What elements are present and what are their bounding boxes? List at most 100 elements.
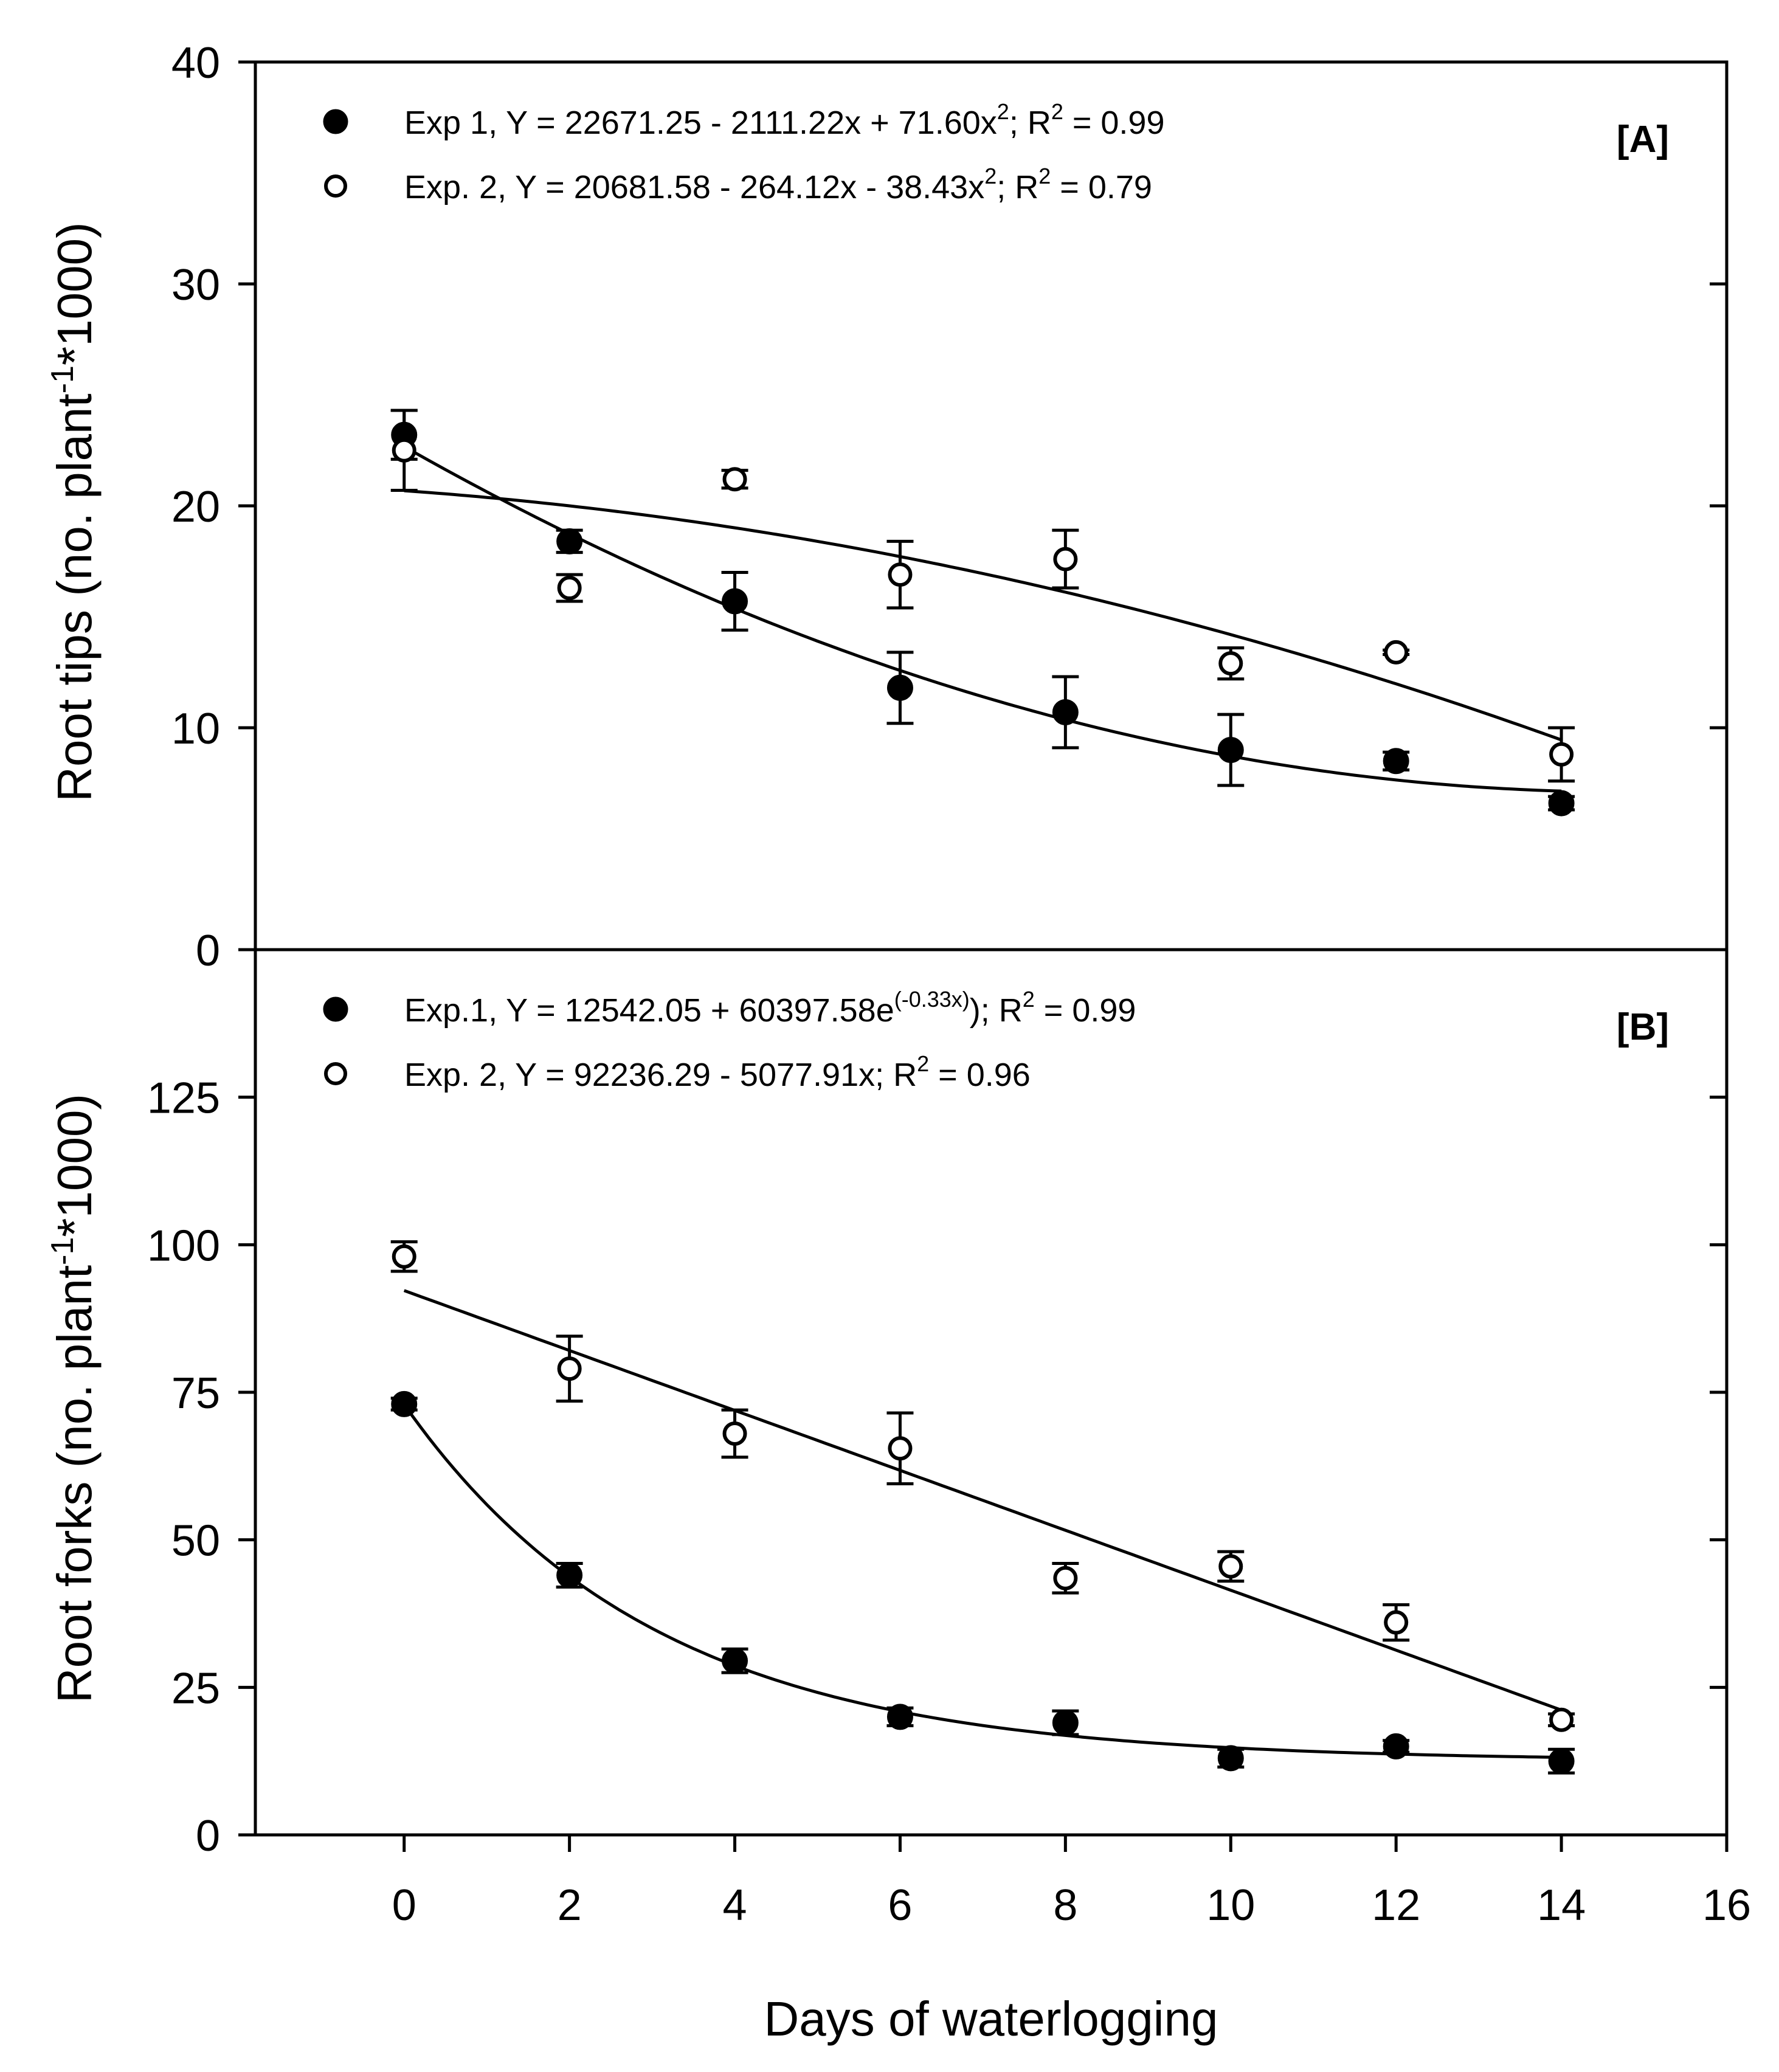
legends: [A] Exp 1, Y = 22671.25 - 2111.22x + 71.6…	[323, 99, 1669, 1093]
y-tick-label: 50	[171, 1517, 220, 1566]
legend-text-prefix: Exp. 2, Y = 92236.29 - 5077.91x	[404, 1057, 875, 1093]
legend-text-suffix: = 0.99	[1063, 105, 1165, 141]
x-tick-label: 4	[723, 1881, 747, 1930]
data-point-open	[557, 576, 582, 601]
x-axis-title: Days of waterlogging	[764, 1992, 1218, 2046]
data-point-filled	[1548, 1748, 1575, 1775]
y-tick-label: 30	[171, 261, 220, 309]
x-tick-label: 16	[1702, 1881, 1751, 1930]
data-point-open	[557, 1356, 582, 1381]
y-axis-title-end: *1000)	[47, 1094, 102, 1237]
data-point-open	[888, 562, 913, 587]
data-point-filled	[1052, 1710, 1079, 1736]
data-point-filled	[556, 528, 583, 554]
y-tick-label: 100	[147, 1221, 220, 1270]
data-point-open	[1053, 547, 1078, 572]
legend-text-sup: 2	[1038, 164, 1051, 188]
legend-text-suffix: = 0.96	[929, 1057, 1031, 1093]
data-point-filled	[1383, 1733, 1409, 1759]
data-point-open	[1053, 1566, 1078, 1590]
x-tick-label: 6	[888, 1881, 912, 1930]
data-point-open	[392, 1244, 416, 1269]
fit-curve	[404, 489, 1562, 742]
data-point-filled	[722, 588, 748, 615]
legend-text: Exp. 2, Y = 20681.58 - 264.12x - 38.43x2…	[404, 164, 1152, 205]
legend-text-sup: 2	[1051, 99, 1063, 124]
legend-text-sup: 2	[997, 99, 1009, 124]
legend-text: Exp. 2, Y = 92236.29 - 5077.91x; R2 = 0.…	[404, 1051, 1031, 1093]
legend-marker	[323, 996, 348, 1022]
data-points	[391, 421, 1575, 1775]
legend-text: Exp 1, Y = 22671.25 - 2111.22x + 71.60x2…	[404, 99, 1165, 141]
y-axis-title-main: Root tips (no. plant	[47, 393, 102, 801]
x-tick-label: 8	[1053, 1881, 1077, 1930]
data-point-filled	[886, 1704, 913, 1730]
legend-text-suffix: = 0.99	[1035, 992, 1136, 1029]
data-point-open	[1218, 651, 1243, 676]
x-tick-label: 12	[1372, 1881, 1420, 1930]
legend-text-suffix: = 0.79	[1051, 169, 1152, 205]
data-point-filled	[1217, 737, 1244, 763]
y-axis-title-sup: -1	[45, 1237, 80, 1265]
y-tick-label: 10	[171, 705, 220, 753]
y-axis-title: Root forks (no. plant-1*1000)	[45, 1094, 102, 1703]
data-point-open	[722, 1421, 747, 1446]
legend-marker	[324, 1062, 347, 1085]
legend-text-prefix: Exp 1, Y = 22671.25 - 2111.22x + 71.60x	[404, 105, 997, 141]
y-tick-label: 25	[171, 1664, 220, 1713]
legend-text-mid: ); R	[970, 992, 1023, 1029]
data-point-open	[888, 1436, 913, 1461]
data-point-filled	[1548, 790, 1575, 817]
y-axis-title: Root tips (no. plant-1*1000)	[45, 222, 102, 801]
fit-curves	[402, 445, 1562, 1759]
legend-text-sup: 2	[1023, 987, 1035, 1012]
y-axis-title-end: *1000)	[47, 222, 102, 365]
plot-frames	[254, 60, 1729, 1837]
legend-text-sup: (-0.33x)	[894, 987, 970, 1012]
x-tick-label: 14	[1537, 1881, 1586, 1930]
data-point-filled	[556, 1562, 583, 1589]
y-tick-label: 40	[171, 39, 220, 88]
data-point-filled	[886, 674, 913, 701]
legend-text-prefix: Exp. 2, Y = 20681.58 - 264.12x - 38.43x	[404, 169, 984, 205]
legend-marker	[324, 174, 347, 198]
data-point-open	[1384, 640, 1409, 665]
x-tick-label: 10	[1206, 1881, 1255, 1930]
y-tick-label: 0	[196, 927, 220, 975]
data-point-filled	[1217, 1745, 1244, 1772]
x-tick-label: 0	[392, 1881, 416, 1930]
legend-text-mid: ; R	[875, 1057, 917, 1093]
y-tick-label: 75	[171, 1369, 220, 1418]
legend-text-prefix: Exp.1, Y = 12542.05 + 60397.58e	[404, 992, 894, 1029]
legend-text-sup: 2	[984, 164, 997, 188]
y-axis-title-main: Root forks (no. plant	[47, 1265, 102, 1703]
y-tick-label: 125	[147, 1074, 220, 1123]
panel-tag: [A]	[1617, 119, 1669, 161]
data-point-filled	[1383, 748, 1409, 775]
data-point-open	[1549, 1707, 1574, 1732]
y-tick-label: 20	[171, 483, 220, 531]
legend-text-mid: ; R	[1009, 105, 1051, 141]
fit-curve	[403, 1289, 1562, 1712]
legend-text-mid: ; R	[997, 169, 1038, 205]
axis-ticks	[238, 60, 1729, 1852]
fit-curve	[402, 1403, 1562, 1759]
data-point-open	[1549, 742, 1574, 767]
y-tick-label: 0	[196, 1812, 220, 1860]
data-point-filled	[391, 1390, 418, 1417]
x-tick-label: 2	[558, 1881, 582, 1930]
fit-curve	[403, 445, 1562, 793]
legend-text-sup: 2	[917, 1051, 929, 1076]
y-axis-title-sup: -1	[45, 365, 80, 393]
data-point-open	[392, 438, 416, 463]
legend-marker	[323, 109, 348, 134]
data-point-filled	[1052, 699, 1079, 725]
data-point-filled	[722, 1648, 748, 1674]
panel-tag: [B]	[1617, 1006, 1669, 1048]
legend-text: Exp.1, Y = 12542.05 + 60397.58e(-0.33x))…	[404, 987, 1136, 1029]
data-point-open	[1384, 1610, 1409, 1635]
data-point-open	[722, 467, 747, 492]
data-point-open	[1218, 1554, 1243, 1579]
